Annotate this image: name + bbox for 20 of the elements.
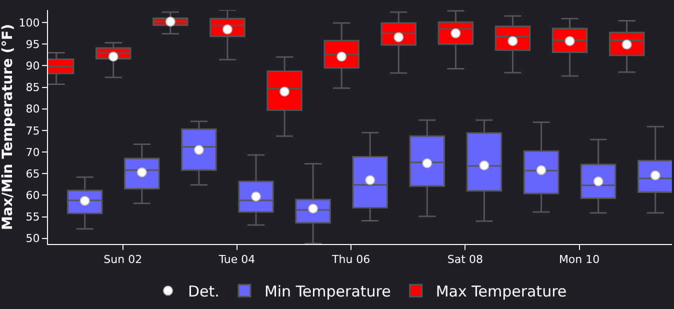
y-tick-label: 80 — [26, 102, 40, 116]
y-tick-label: 75 — [26, 124, 40, 138]
y-axis-title: Max/Min Temperature (°F) — [0, 24, 16, 230]
y-tick-label: 50 — [26, 232, 40, 246]
x-tick-label: Thu 06 — [331, 253, 370, 266]
y-tick-label: 95 — [26, 38, 40, 51]
y-tick-label: 90 — [26, 60, 40, 73]
y-tick-label: 55 — [26, 210, 40, 224]
y-tick-label: 65 — [26, 167, 40, 180]
y-tick-label: 60 — [26, 189, 40, 202]
y-tick-label: 100 — [18, 16, 40, 30]
x-tick-label: Sat 08 — [447, 253, 483, 266]
legend-label: Max Temperature — [436, 282, 567, 301]
y-tick-label: 70 — [26, 146, 40, 159]
x-tick-label: Sun 02 — [104, 253, 142, 266]
x-tick-label: Mon 10 — [558, 253, 600, 266]
y-tick-label: 85 — [26, 81, 40, 94]
legend-label: Min Temperature — [264, 282, 391, 301]
legend-label: Det. — [188, 282, 220, 301]
x-tick-label: Tue 04 — [218, 253, 256, 266]
